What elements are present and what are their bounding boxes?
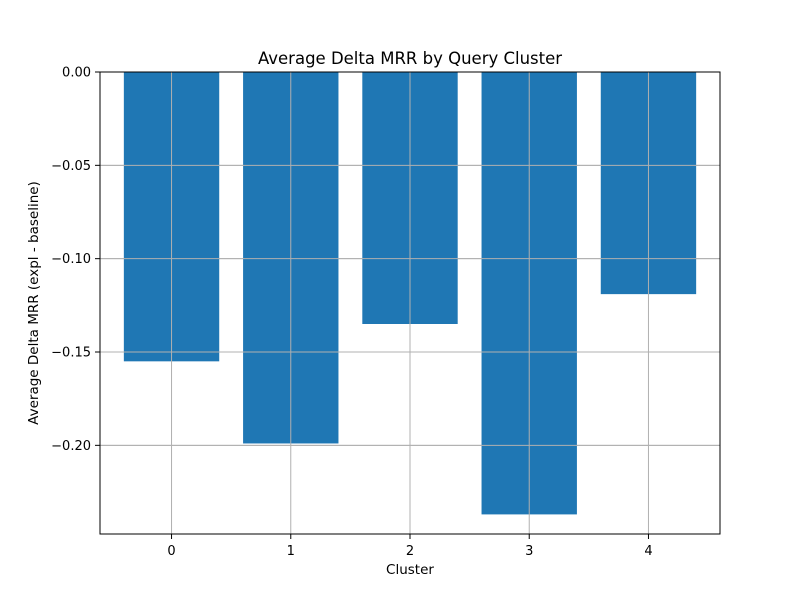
x-ticks: 0 1 2 3 4 bbox=[167, 534, 653, 559]
y-ticks: 0.00 −0.05 −0.10 −0.15 −0.20 bbox=[51, 66, 100, 454]
y-tick-label: −0.20 bbox=[51, 439, 91, 454]
x-tick-label: 0 bbox=[167, 544, 175, 559]
y-axis-label: Average Delta MRR (expl - baseline) bbox=[26, 181, 42, 425]
y-tick-label: 0.00 bbox=[62, 66, 91, 81]
chart-title: Average Delta MRR by Query Cluster bbox=[258, 49, 562, 68]
x-axis-label: Cluster bbox=[386, 562, 434, 578]
y-tick-label: −0.10 bbox=[51, 252, 91, 267]
y-tick-label: −0.15 bbox=[51, 346, 91, 361]
x-tick-label: 2 bbox=[406, 544, 414, 559]
x-tick-label: 4 bbox=[644, 544, 652, 559]
y-tick-label: −0.05 bbox=[51, 159, 91, 174]
x-tick-label: 1 bbox=[287, 544, 295, 559]
x-tick-label: 3 bbox=[525, 544, 533, 559]
